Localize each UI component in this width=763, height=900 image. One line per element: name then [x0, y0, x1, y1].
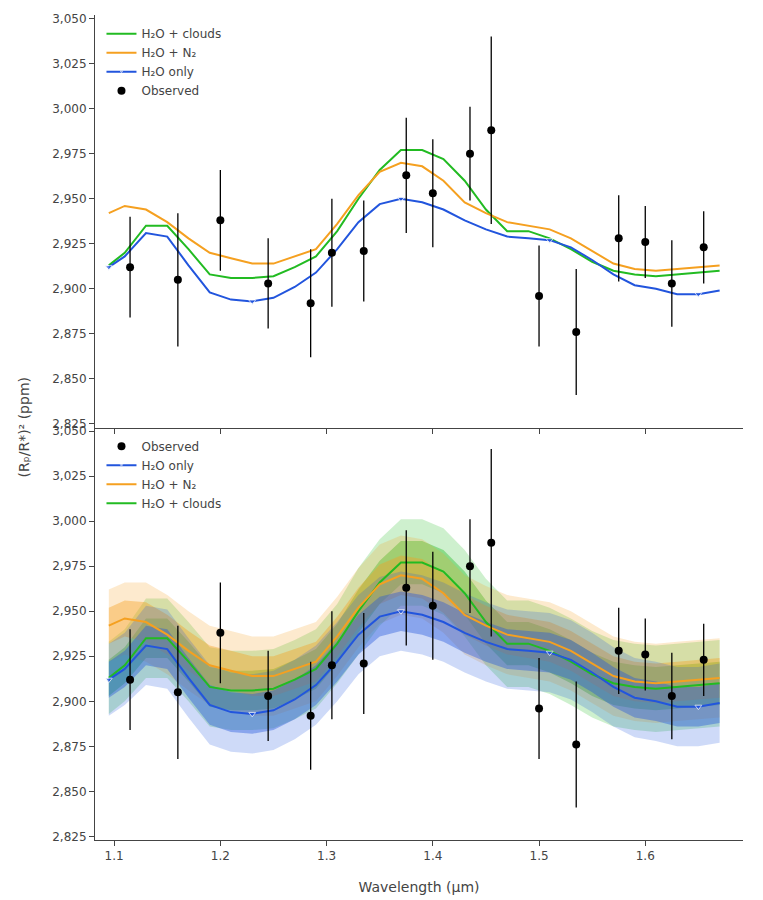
svg-text:2,875: 2,875 [52, 740, 86, 754]
svg-text:Observed: Observed [141, 84, 199, 98]
svg-text:H₂O + N₂: H₂O + N₂ [141, 478, 196, 492]
svg-text:1.3: 1.3 [317, 849, 336, 863]
svg-text:2,825: 2,825 [52, 830, 86, 844]
svg-text:2,900: 2,900 [52, 282, 86, 296]
svg-text:1.2: 1.2 [211, 849, 230, 863]
svg-text:3,050: 3,050 [52, 12, 86, 26]
svg-text:H₂O + N₂: H₂O + N₂ [141, 46, 196, 60]
svg-text:Observed: Observed [141, 440, 199, 454]
svg-text:2,925: 2,925 [52, 649, 86, 663]
svg-text:2,875: 2,875 [52, 327, 86, 341]
svg-text:Wavelength (μm): Wavelength (μm) [359, 879, 480, 895]
svg-text:(Rₚ/R*)² (ppm): (Rₚ/R*)² (ppm) [16, 377, 32, 478]
svg-text:3,000: 3,000 [52, 102, 86, 116]
svg-text:1.1: 1.1 [105, 849, 124, 863]
svg-text:H₂O only: H₂O only [141, 459, 193, 473]
svg-text:1.4: 1.4 [423, 849, 442, 863]
svg-text:2,950: 2,950 [52, 192, 86, 206]
svg-text:3,000: 3,000 [52, 514, 86, 528]
svg-text:2,925: 2,925 [52, 237, 86, 251]
svg-text:H₂O + clouds: H₂O + clouds [141, 497, 221, 511]
svg-text:2,975: 2,975 [52, 147, 86, 161]
svg-text:3,025: 3,025 [52, 57, 86, 71]
svg-text:1.5: 1.5 [529, 849, 548, 863]
svg-text:2,975: 2,975 [52, 559, 86, 573]
svg-text:H₂O only: H₂O only [141, 65, 193, 79]
svg-text:3,050: 3,050 [52, 424, 86, 438]
svg-text:2,825: 2,825 [52, 417, 86, 431]
svg-text:1.6: 1.6 [636, 849, 655, 863]
svg-text:2,900: 2,900 [52, 695, 86, 709]
svg-text:H₂O + clouds: H₂O + clouds [141, 27, 221, 41]
svg-text:2,950: 2,950 [52, 604, 86, 618]
svg-text:2,850: 2,850 [52, 372, 86, 386]
svg-text:3,025: 3,025 [52, 469, 86, 483]
svg-text:2,850: 2,850 [52, 785, 86, 799]
